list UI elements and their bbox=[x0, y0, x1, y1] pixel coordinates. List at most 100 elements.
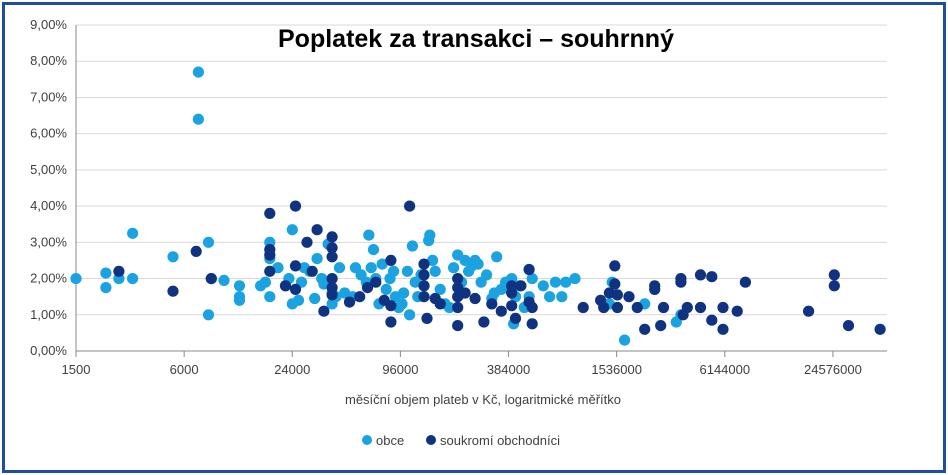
data-point-soukromi-obchodnici bbox=[361, 282, 374, 294]
data-point-obce bbox=[100, 282, 112, 294]
data-point-obce bbox=[311, 253, 323, 265]
data-point-obce bbox=[401, 265, 413, 277]
data-point-soukromi-obchodnici bbox=[611, 301, 624, 314]
y-tick-label: 5,00% bbox=[30, 162, 67, 177]
data-point-soukromi-obchodnici bbox=[354, 291, 366, 303]
data-point-obce bbox=[70, 273, 82, 285]
data-point-soukromi-obchodnici bbox=[828, 280, 840, 292]
data-point-soukromi-obchodnici bbox=[523, 263, 535, 276]
y-tick-label: 1,00% bbox=[30, 307, 67, 322]
data-point-obce bbox=[396, 298, 408, 310]
data-point-soukromi-obchodnici bbox=[289, 283, 302, 295]
data-point-obce bbox=[429, 265, 441, 277]
data-point-soukromi-obchodnici bbox=[452, 320, 464, 332]
data-point-obce bbox=[388, 265, 400, 277]
chart-title: Poplatek za transakci – souhrnný bbox=[278, 25, 674, 53]
data-point-soukromi-obchodnici bbox=[694, 269, 707, 281]
data-point-obce bbox=[367, 244, 380, 256]
data-points bbox=[70, 66, 886, 346]
plot-area-background bbox=[5, 5, 943, 470]
data-point-obce bbox=[365, 262, 377, 274]
data-point-soukromi-obchodnici bbox=[264, 249, 276, 261]
data-point-soukromi-obchodnici bbox=[598, 301, 610, 314]
data-point-soukromi-obchodnici bbox=[577, 301, 589, 314]
legend-label: obce bbox=[376, 433, 404, 448]
data-point-soukromi-obchodnici bbox=[526, 301, 538, 314]
data-point-soukromi-obchodnici bbox=[803, 305, 815, 317]
x-tick-label: 96000 bbox=[382, 362, 418, 377]
data-point-soukromi-obchodnici bbox=[609, 260, 621, 272]
data-point-obce bbox=[443, 301, 455, 314]
scatter-chart: 0,00% 1,00% 2,00% 3,00% 4,00% 5,00% 6,00% 7,00%… bbox=[5, 5, 943, 470]
data-point-obce bbox=[549, 276, 562, 288]
data-point-soukromi-obchodnici bbox=[190, 245, 202, 257]
data-point-soukromi-obchodnici bbox=[657, 301, 670, 314]
data-point-soukromi-obchodnici bbox=[370, 276, 382, 288]
data-point-soukromi-obchodnici bbox=[681, 301, 693, 314]
data-point-soukromi-obchodnici bbox=[495, 305, 507, 317]
data-point-soukromi-obchodnici bbox=[609, 278, 621, 290]
data-point-soukromi-obchodnici bbox=[167, 285, 179, 297]
data-point-obce bbox=[472, 258, 484, 270]
data-point-soukromi-obchodnici bbox=[623, 291, 635, 303]
data-point-obce bbox=[218, 274, 230, 286]
legend-marker bbox=[362, 435, 372, 445]
x-axis-label: měsíční objem plateb v Kč, logaritmické … bbox=[345, 392, 621, 407]
data-point-soukromi-obchodnici bbox=[326, 242, 338, 254]
data-point-soukromi-obchodnici bbox=[418, 280, 430, 292]
data-point-soukromi-obchodnici bbox=[515, 280, 527, 292]
data-point-obce bbox=[259, 276, 271, 288]
data-point-obce bbox=[481, 269, 493, 281]
data-point-obce bbox=[491, 251, 503, 263]
data-point-soukromi-obchodnici bbox=[326, 273, 338, 285]
data-point-soukromi-obchodnici bbox=[478, 316, 490, 328]
data-point-obce bbox=[202, 236, 215, 248]
data-point-soukromi-obchodnici bbox=[731, 305, 743, 317]
data-point-soukromi-obchodnici bbox=[706, 314, 718, 326]
y-tick-label: 8,00% bbox=[30, 53, 67, 68]
data-point-obce bbox=[286, 224, 298, 236]
data-point-obce bbox=[448, 262, 460, 274]
data-point-soukromi-obchodnici bbox=[326, 289, 338, 301]
data-point-soukromi-obchodnici bbox=[113, 265, 125, 277]
data-point-soukromi-obchodnici bbox=[717, 323, 729, 335]
data-point-soukromi-obchodnici bbox=[301, 236, 313, 248]
data-point-soukromi-obchodnici bbox=[506, 300, 518, 312]
data-point-obce bbox=[544, 291, 556, 303]
data-point-obce bbox=[427, 254, 439, 266]
data-point-soukromi-obchodnici bbox=[418, 269, 430, 281]
data-point-soukromi-obchodnici bbox=[486, 298, 498, 310]
data-point-obce bbox=[404, 309, 416, 321]
data-point-obce bbox=[398, 287, 410, 299]
data-point-obce bbox=[569, 273, 581, 285]
data-point-soukromi-obchodnici bbox=[343, 296, 356, 308]
data-point-obce bbox=[192, 113, 204, 125]
data-point-obce bbox=[192, 66, 204, 78]
data-point-soukromi-obchodnici bbox=[509, 312, 522, 324]
data-point-soukromi-obchodnici bbox=[205, 273, 217, 285]
data-point-soukromi-obchodnici bbox=[418, 291, 430, 303]
x-tick-label: 24576000 bbox=[804, 362, 862, 377]
y-tick-label: 2,00% bbox=[30, 271, 67, 286]
x-tick-label: 384000 bbox=[487, 362, 530, 377]
data-point-soukromi-obchodnici bbox=[264, 207, 276, 219]
data-point-soukromi-obchodnici bbox=[289, 260, 302, 272]
x-tick-label: 1500 bbox=[62, 362, 91, 377]
data-point-soukromi-obchodnici bbox=[526, 318, 538, 330]
data-point-soukromi-obchodnici bbox=[385, 316, 397, 328]
y-tick-label: 9,00% bbox=[30, 17, 67, 32]
data-point-obce bbox=[202, 309, 215, 321]
legend: obce soukromí obchodníci bbox=[362, 433, 560, 448]
data-point-obce bbox=[292, 294, 305, 306]
data-point-soukromi-obchodnici bbox=[289, 200, 302, 212]
data-point-obce bbox=[380, 283, 392, 295]
y-tick-label: 3,00% bbox=[30, 234, 67, 249]
data-point-soukromi-obchodnici bbox=[739, 276, 752, 288]
data-point-soukromi-obchodnici bbox=[404, 200, 416, 212]
data-point-obce bbox=[537, 280, 549, 292]
data-point-soukromi-obchodnici bbox=[279, 280, 292, 292]
data-point-obce bbox=[233, 280, 246, 292]
data-point-soukromi-obchodnici bbox=[318, 305, 330, 317]
data-point-obce bbox=[127, 273, 139, 285]
data-point-soukromi-obchodnici bbox=[311, 224, 323, 236]
